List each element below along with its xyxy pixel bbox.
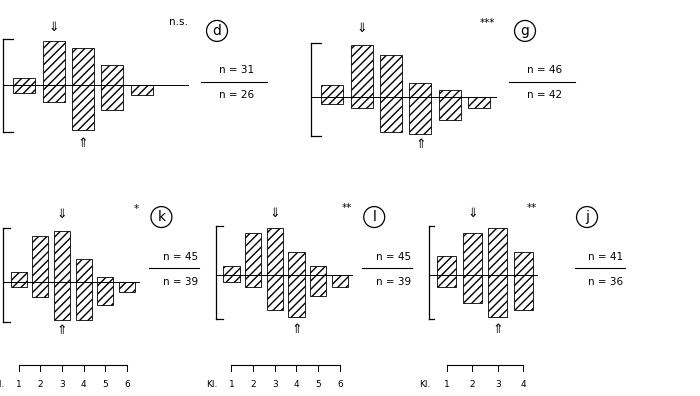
Text: j: j <box>585 210 589 224</box>
Text: n = 42: n = 42 <box>526 90 562 101</box>
Bar <box>380 97 402 132</box>
Bar <box>351 45 372 97</box>
Text: 6: 6 <box>337 380 343 389</box>
Text: k: k <box>158 210 165 224</box>
Bar <box>13 78 35 85</box>
Text: *: * <box>134 204 139 214</box>
Text: n = 39: n = 39 <box>375 276 411 287</box>
Bar <box>310 275 326 296</box>
Bar <box>119 282 135 292</box>
Text: ⇓: ⇓ <box>270 207 280 220</box>
Text: n = 26: n = 26 <box>219 90 254 101</box>
Text: ⇓: ⇓ <box>48 21 59 34</box>
Bar <box>288 252 304 275</box>
Bar <box>54 231 70 282</box>
Text: 2: 2 <box>38 380 43 389</box>
Bar <box>72 48 94 85</box>
Bar <box>410 97 431 134</box>
Text: n.s.: n.s. <box>169 17 188 27</box>
Bar <box>76 282 92 320</box>
Bar <box>380 55 402 97</box>
Text: g: g <box>521 24 529 38</box>
Text: ***: *** <box>480 18 496 28</box>
Bar <box>97 277 113 282</box>
Bar <box>439 97 461 120</box>
Bar <box>310 266 326 275</box>
Bar <box>10 282 27 287</box>
Text: 5: 5 <box>315 380 321 389</box>
Text: 4: 4 <box>294 380 300 389</box>
Bar <box>468 97 491 109</box>
Text: 1: 1 <box>444 380 450 389</box>
Text: ⇑: ⇑ <box>78 137 88 150</box>
Text: n = 41: n = 41 <box>588 251 624 262</box>
Text: n = 31: n = 31 <box>219 65 254 76</box>
Bar <box>351 97 372 109</box>
Bar <box>463 275 482 303</box>
Bar <box>102 85 123 110</box>
Bar <box>267 275 283 310</box>
Bar <box>43 41 64 85</box>
Bar <box>438 257 456 275</box>
Bar <box>245 275 261 287</box>
Text: 3: 3 <box>495 380 500 389</box>
Bar <box>288 275 304 317</box>
Text: 2: 2 <box>470 380 475 389</box>
Bar <box>72 85 94 129</box>
Text: ⇓: ⇓ <box>356 22 367 35</box>
Text: ⇑: ⇑ <box>415 138 426 151</box>
Text: n = 36: n = 36 <box>588 276 624 287</box>
Text: n = 46: n = 46 <box>526 65 562 76</box>
Bar <box>321 85 343 97</box>
Text: ⇑: ⇑ <box>57 324 67 337</box>
Text: 6: 6 <box>124 380 130 389</box>
Bar <box>32 236 48 282</box>
Bar <box>321 97 343 104</box>
Bar <box>488 228 508 275</box>
Bar <box>245 233 261 275</box>
Text: **: ** <box>527 204 537 213</box>
Bar <box>267 228 283 275</box>
Text: 1: 1 <box>16 380 22 389</box>
Text: ⇑: ⇑ <box>492 323 503 336</box>
Text: ⇓: ⇓ <box>57 208 67 221</box>
Text: d: d <box>213 24 221 38</box>
Bar <box>332 275 348 287</box>
Bar <box>10 272 27 282</box>
Bar <box>97 282 113 305</box>
Bar <box>131 85 153 95</box>
Bar <box>54 282 70 320</box>
Text: Kl.: Kl. <box>206 380 218 389</box>
Text: **: ** <box>342 204 351 213</box>
Bar <box>410 83 431 97</box>
Text: 2: 2 <box>251 380 256 389</box>
Text: n = 45: n = 45 <box>375 251 411 262</box>
Bar <box>488 275 508 317</box>
Bar <box>223 266 239 275</box>
Text: 1: 1 <box>229 380 234 389</box>
Text: ⇓: ⇓ <box>467 207 477 220</box>
Text: 4: 4 <box>520 380 526 389</box>
Bar <box>514 275 533 310</box>
Bar <box>439 90 461 97</box>
Bar <box>223 275 239 282</box>
Bar <box>76 259 92 282</box>
Bar <box>43 85 64 103</box>
Text: 4: 4 <box>81 380 87 389</box>
Text: Kl.: Kl. <box>419 380 430 389</box>
Text: ⇑: ⇑ <box>291 323 302 336</box>
Text: l: l <box>372 210 376 224</box>
Bar <box>32 282 48 297</box>
Text: 3: 3 <box>59 380 65 389</box>
Text: Kl.: Kl. <box>0 380 5 389</box>
Bar <box>13 85 35 93</box>
Bar <box>514 252 533 275</box>
Text: 5: 5 <box>102 380 108 389</box>
Bar <box>102 65 123 85</box>
Bar <box>463 233 482 275</box>
Text: n = 39: n = 39 <box>163 276 198 287</box>
Text: 3: 3 <box>272 380 278 389</box>
Bar <box>438 275 456 287</box>
Text: n = 45: n = 45 <box>163 251 198 262</box>
